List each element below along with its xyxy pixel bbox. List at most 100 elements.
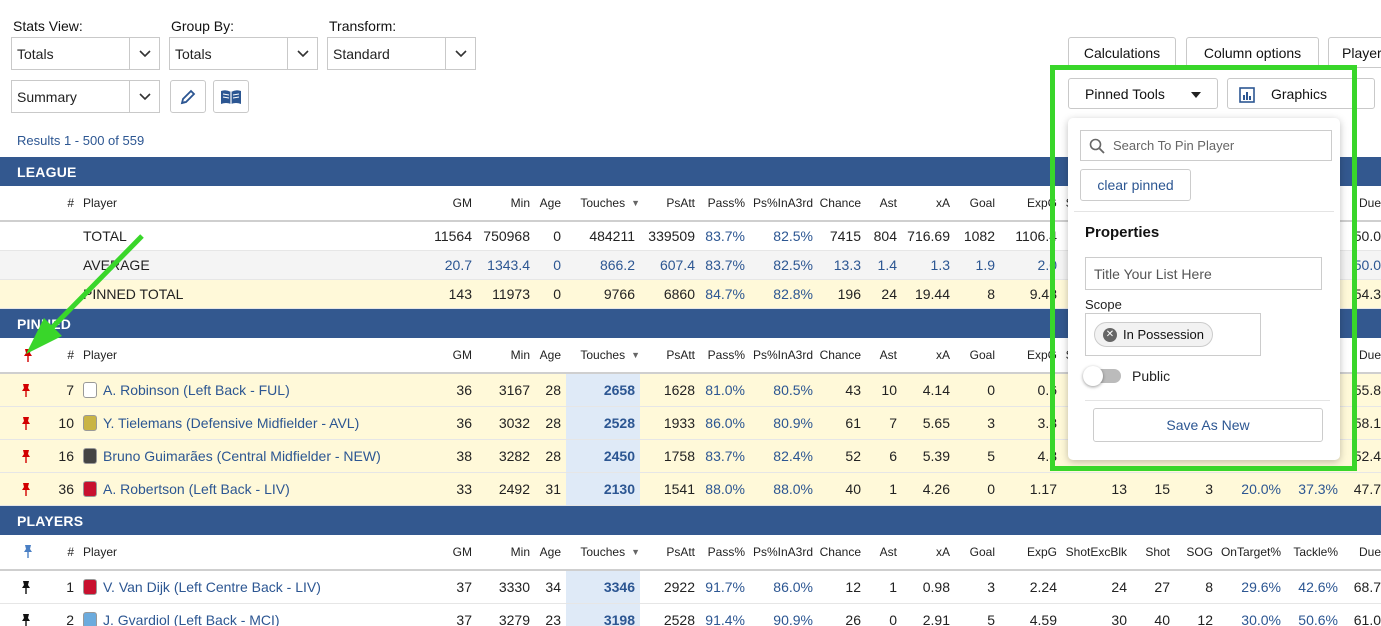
sort-desc-icon[interactable]: ▼	[631, 547, 640, 557]
column-header-age[interactable]: Age	[535, 338, 561, 372]
pin-toggle[interactable]	[16, 571, 36, 603]
edit-button[interactable]	[170, 80, 206, 113]
pin-icon[interactable]	[21, 580, 31, 594]
column-header-player[interactable]: Player	[83, 338, 413, 372]
column-header-xa[interactable]: xA	[902, 535, 950, 569]
players-button[interactable]: Players	[1328, 37, 1381, 68]
column-header-due[interactable]: Due	[1343, 186, 1381, 220]
pin-toggle[interactable]	[16, 407, 36, 439]
column-header-min[interactable]: Min	[480, 338, 530, 372]
column-header-min[interactable]: Min	[480, 535, 530, 569]
pin-icon[interactable]	[23, 348, 33, 362]
pin-icon[interactable]	[23, 544, 33, 558]
column-header-xa[interactable]: xA	[902, 338, 950, 372]
table-row[interactable]: 36 A. Robertson (Left Back - LIV) 33 2492 31…	[0, 473, 1381, 506]
table-row[interactable]: 2 J. Gvardiol (Left Back - MCI) 37 3279 23 31…	[0, 604, 1381, 626]
calculations-button[interactable]: Calculations	[1068, 37, 1176, 68]
column-header-psatt[interactable]: PsAtt	[645, 535, 695, 569]
pinned-tools-button[interactable]: Pinned Tools	[1068, 78, 1218, 109]
column-header-num[interactable]: #	[40, 186, 74, 220]
column-header-ast[interactable]: Ast	[866, 338, 897, 372]
list-title-input[interactable]: Title Your List Here	[1085, 257, 1322, 290]
player-link[interactable]: A. Robertson (Left Back - LIV)	[103, 481, 290, 497]
column-header-pass[interactable]: Pass%	[700, 535, 745, 569]
player-link[interactable]: J. Gvardiol (Left Back - MCI)	[103, 612, 280, 626]
pin-column-header[interactable]	[18, 535, 38, 569]
column-options-button[interactable]: Column options	[1186, 37, 1319, 68]
pin-column-header[interactable]	[18, 338, 38, 372]
column-header-goal[interactable]: Goal	[955, 186, 995, 220]
column-header-psatt[interactable]: PsAtt	[645, 338, 695, 372]
column-header-psa3[interactable]: Ps%InA3rd	[750, 186, 813, 220]
column-header-goal[interactable]: Goal	[955, 338, 995, 372]
scope-chip[interactable]: ✕ In Possession	[1094, 322, 1213, 347]
column-header-due[interactable]: Due	[1343, 338, 1381, 372]
cell-player[interactable]: Bruno Guimarães (Central Midfielder - NE…	[83, 440, 413, 472]
column-header-num[interactable]: #	[40, 535, 74, 569]
column-header-gm[interactable]: GM	[420, 535, 472, 569]
column-header-tackle[interactable]: Tackle%	[1286, 535, 1338, 569]
scope-select[interactable]: ✕ In Possession	[1085, 313, 1261, 356]
transform-select[interactable]: Standard	[327, 37, 476, 70]
column-header-pass[interactable]: Pass%	[700, 186, 745, 220]
column-header-goal[interactable]: Goal	[955, 535, 995, 569]
column-header-ast[interactable]: Ast	[866, 535, 897, 569]
column-header-xa[interactable]: xA	[902, 186, 950, 220]
column-header-age[interactable]: Age	[535, 535, 561, 569]
column-header-shotexc[interactable]: ShotExcBlk	[1062, 535, 1127, 569]
player-link[interactable]: A. Robinson (Left Back - FUL)	[103, 382, 290, 398]
column-header-chance[interactable]: Chance	[818, 186, 861, 220]
sort-desc-icon[interactable]: ▼	[631, 198, 640, 208]
column-header-due[interactable]: Due	[1343, 535, 1381, 569]
stats-view-select[interactable]: Totals	[11, 37, 160, 70]
group-by-select[interactable]: Totals	[169, 37, 318, 70]
column-header-expg[interactable]: ExpG	[1000, 338, 1057, 372]
column-header-psatt[interactable]: PsAtt	[645, 186, 695, 220]
column-header-touches[interactable]: Touches ▼	[566, 535, 640, 569]
pin-toggle[interactable]	[16, 473, 36, 505]
pin-icon[interactable]	[21, 416, 31, 430]
cell-player[interactable]: A. Robertson (Left Back - LIV)	[83, 473, 413, 505]
table-row[interactable]: 1 V. Van Dijk (Left Centre Back - LIV) 37 3…	[0, 571, 1381, 604]
pin-icon[interactable]	[21, 383, 31, 397]
column-header-expg[interactable]: ExpG	[1000, 186, 1057, 220]
column-header-touches[interactable]: Touches ▼	[566, 338, 640, 372]
player-link[interactable]: V. Van Dijk (Left Centre Back - LIV)	[103, 579, 321, 595]
pin-toggle[interactable]	[16, 604, 36, 626]
column-header-psa3[interactable]: Ps%InA3rd	[750, 535, 813, 569]
column-header-shot[interactable]: Shot	[1132, 535, 1170, 569]
search-pin-player-input[interactable]: Search To Pin Player	[1080, 130, 1332, 161]
column-header-chance[interactable]: Chance	[818, 338, 861, 372]
pin-toggle[interactable]	[16, 440, 36, 472]
pin-toggle[interactable]	[16, 374, 36, 406]
public-toggle[interactable]	[1083, 366, 1121, 386]
column-header-touches[interactable]: Touches ▼	[566, 186, 640, 220]
column-header-psa3[interactable]: Ps%InA3rd	[750, 338, 813, 372]
player-link[interactable]: Y. Tielemans (Defensive Midfielder - AVL…	[103, 415, 360, 431]
column-header-ontarget[interactable]: OnTarget%	[1218, 535, 1281, 569]
column-header-min[interactable]: Min	[480, 186, 530, 220]
cell-player[interactable]: V. Van Dijk (Left Centre Back - LIV)	[83, 571, 413, 603]
column-header-gm[interactable]: GM	[420, 186, 472, 220]
cell-player[interactable]: A. Robinson (Left Back - FUL)	[83, 374, 413, 406]
cell-player[interactable]: J. Gvardiol (Left Back - MCI)	[83, 604, 413, 626]
column-header-chance[interactable]: Chance	[818, 535, 861, 569]
pin-icon[interactable]	[21, 449, 31, 463]
column-header-pass[interactable]: Pass%	[700, 338, 745, 372]
column-header-gm[interactable]: GM	[420, 338, 472, 372]
summary-select[interactable]: Summary	[11, 80, 160, 113]
column-header-num[interactable]: #	[40, 338, 74, 372]
remove-chip-icon[interactable]: ✕	[1103, 327, 1117, 342]
column-header-ast[interactable]: Ast	[866, 186, 897, 220]
column-header-player[interactable]: Player	[83, 186, 413, 220]
glossary-button[interactable]	[213, 80, 249, 113]
player-link[interactable]: Bruno Guimarães (Central Midfielder - NE…	[103, 448, 381, 464]
pin-icon[interactable]	[21, 482, 31, 496]
pin-icon[interactable]	[21, 613, 31, 626]
column-header-sog[interactable]: SOG	[1175, 535, 1213, 569]
save-as-new-button[interactable]: Save As New	[1093, 408, 1323, 442]
cell-player[interactable]: Y. Tielemans (Defensive Midfielder - AVL…	[83, 407, 413, 439]
column-header-age[interactable]: Age	[535, 186, 561, 220]
column-header-expg[interactable]: ExpG	[1000, 535, 1057, 569]
sort-desc-icon[interactable]: ▼	[631, 350, 640, 360]
